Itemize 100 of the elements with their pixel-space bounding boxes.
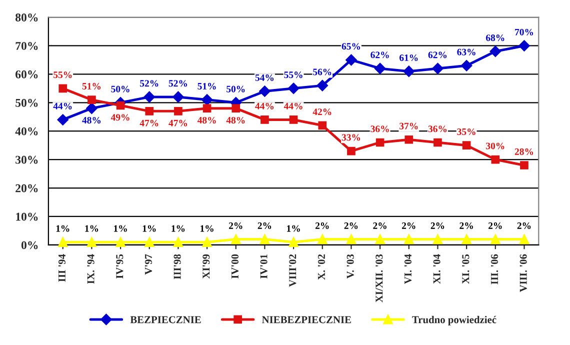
point [57, 114, 68, 126]
data-label: 1% [172, 225, 185, 232]
x-tick-label: VIII'02 [289, 254, 296, 287]
data-label: 2% [344, 222, 358, 229]
data-label: 51% [82, 82, 101, 90]
point [260, 234, 270, 244]
y-tick-label: 70% [16, 42, 38, 50]
point [172, 91, 184, 103]
x-tick-label: XI. '04 [433, 254, 440, 284]
data-label: 48% [82, 116, 101, 124]
point [346, 234, 356, 244]
point [145, 107, 154, 116]
point [88, 96, 96, 104]
data-label: 42% [312, 108, 332, 116]
data-label: 2% [460, 222, 473, 229]
y-tick-label: 80% [16, 13, 38, 22]
data-label: 1% [85, 225, 98, 232]
point [86, 237, 97, 247]
data-label: 51% [198, 82, 216, 90]
point [316, 80, 328, 92]
y-tick-label: 60% [16, 70, 38, 78]
point [460, 60, 472, 72]
data-label: 1% [56, 225, 70, 232]
data-label: 47% [168, 120, 188, 126]
point [347, 146, 356, 156]
point [202, 237, 212, 247]
point [462, 234, 472, 244]
point [231, 234, 241, 244]
legend-label: Trudno powiedzieć [412, 316, 496, 326]
point [491, 155, 500, 164]
data-label: 63% [457, 48, 476, 56]
data-label: 62% [370, 52, 389, 58]
point [288, 237, 298, 247]
data-label: 55% [284, 72, 302, 78]
point [58, 84, 68, 93]
data-label: 44% [255, 102, 274, 110]
data-label: 2% [430, 222, 444, 229]
point [174, 107, 182, 116]
data-label: 44% [53, 102, 72, 110]
data-label: 1% [142, 225, 156, 232]
point [432, 234, 443, 244]
x-tick-label: XI. '05 [462, 254, 470, 284]
x-tick-label: X. '02 [318, 254, 326, 280]
data-label: 50% [226, 86, 245, 92]
x-tick-label: III. '06 [490, 254, 498, 284]
point [232, 104, 240, 112]
legend-label: NIEBEZPIECZNIE [262, 316, 351, 324]
point [116, 237, 126, 247]
data-label: 28% [514, 148, 534, 155]
x-tick-label: IV'00 [231, 254, 239, 279]
data-label: 49% [110, 114, 130, 121]
x-tick-label: XI/XII. '03 [376, 254, 383, 302]
data-label: 52% [140, 80, 158, 87]
x-tick-label: V'97 [144, 254, 152, 275]
point [318, 121, 327, 130]
data-label: 2% [488, 222, 502, 229]
x-tick-label: VIII. '06 [520, 254, 527, 292]
point [173, 237, 184, 247]
data-label: 48% [226, 116, 245, 124]
y-tick-label: 40% [15, 127, 38, 136]
legend-label: BEZPIECZNIE [130, 316, 201, 324]
point [376, 138, 384, 147]
data-label: 2% [517, 222, 531, 229]
point [318, 234, 328, 244]
point [434, 138, 442, 147]
data-label: 1% [200, 225, 214, 232]
data-label: 55% [54, 72, 72, 78]
point [520, 161, 528, 170]
point [346, 54, 357, 66]
data-label: 33% [342, 134, 360, 141]
y-tick-label: 0% [21, 241, 38, 250]
data-label: 35% [457, 128, 476, 136]
data-label: 1% [114, 225, 127, 232]
data-label: 52% [168, 80, 188, 87]
y-tick-label: 10% [16, 212, 38, 221]
data-label: 30% [486, 142, 504, 150]
data-label: 2% [258, 222, 272, 229]
data-label: 56% [313, 68, 332, 76]
point [490, 234, 500, 244]
data-label: 37% [400, 122, 418, 130]
data-label: 70% [515, 28, 534, 36]
point [202, 104, 212, 112]
point [404, 135, 414, 144]
data-label: 54% [255, 74, 274, 81]
point [201, 94, 213, 106]
point [462, 141, 471, 150]
data-label: 50% [111, 86, 130, 92]
data-label: 47% [140, 120, 158, 126]
data-label: 2% [373, 222, 386, 229]
x-tick-label: IV'01 [260, 254, 268, 279]
data-label: 2% [402, 222, 416, 229]
point [432, 62, 444, 74]
point [144, 91, 155, 103]
x-tick-label: III'98 [174, 254, 181, 280]
point [116, 101, 125, 110]
y-tick-label: 20% [16, 184, 38, 192]
data-label: 68% [486, 34, 504, 42]
point [518, 40, 530, 52]
x-tick-label: V. '03 [346, 254, 354, 279]
point [86, 102, 98, 114]
